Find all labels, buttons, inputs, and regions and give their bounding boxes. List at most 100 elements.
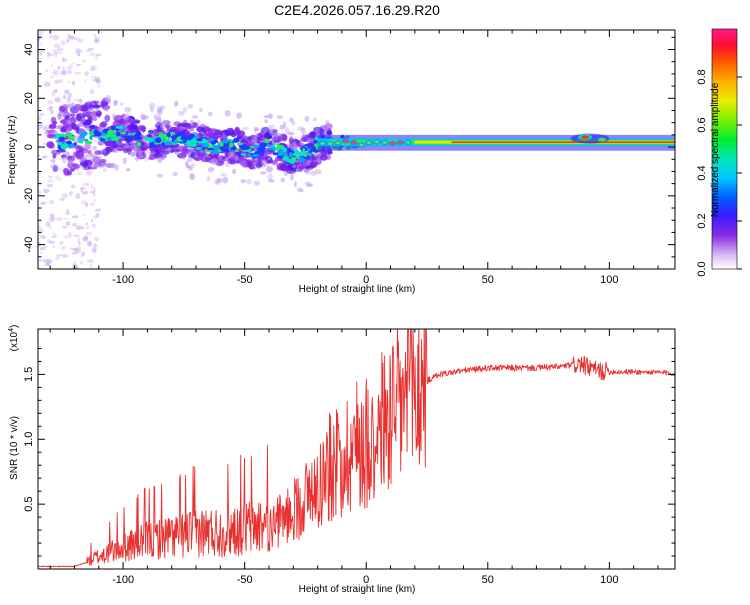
spectrogram-peak	[55, 133, 62, 138]
spectrogram-haze	[156, 117, 162, 124]
spectrogram-peak	[196, 138, 203, 142]
spectrogram-haze	[194, 115, 199, 119]
spectrogram-speckle	[49, 159, 56, 163]
spectrogram-speckle	[58, 51, 63, 55]
spectrogram-haze	[177, 110, 185, 117]
spectrogram-haze	[67, 165, 75, 169]
spectrogram-peak	[115, 125, 124, 129]
spectrogram-haze	[286, 143, 293, 147]
spectrogram-haze	[267, 179, 275, 183]
spectrogram-speckle	[61, 69, 67, 76]
spectrogram-cluster	[271, 161, 278, 166]
spectrogram-haze	[253, 126, 258, 133]
spectrogram-speckle	[61, 245, 66, 250]
spectrogram-peak	[150, 142, 155, 148]
snr-ytick-label: 1.0	[23, 432, 35, 447]
spectrogram-bead-core	[397, 140, 403, 144]
spectrogram-peak	[164, 138, 169, 142]
spectrogram-speckle	[90, 184, 93, 189]
spectrogram-speckle	[92, 139, 98, 142]
spectrogram-peak	[251, 153, 260, 158]
spectrogram-haze	[105, 95, 112, 102]
spectrogram-cluster	[74, 144, 81, 150]
spectrogram-cluster	[302, 135, 312, 143]
spectrogram-speckle	[72, 81, 76, 86]
spectrogram-speckle	[74, 172, 77, 175]
colorbar-tick-label: 0.6	[696, 117, 708, 132]
spectrogram-speckle	[86, 226, 90, 230]
spectrogram-speckle	[97, 85, 101, 88]
spectrogram-cluster	[67, 155, 76, 162]
spectrogram-speckle	[45, 69, 49, 72]
spectrogram-cluster	[202, 152, 209, 157]
spectrogram-haze	[78, 158, 86, 163]
spectrogram-haze	[112, 113, 116, 121]
spectrogram-cluster	[255, 163, 263, 168]
spectrogram-cluster	[269, 139, 276, 147]
spectrogram-speckle	[92, 223, 96, 228]
spectrogram-ytick-label: 20	[23, 92, 35, 104]
spectrogram-haze	[178, 126, 184, 131]
spectrogram-speckle	[40, 50, 47, 53]
spectrogram-haze	[164, 148, 172, 152]
spectrogram-haze	[304, 115, 310, 122]
spectrogram-speckle	[84, 71, 89, 77]
snr-xtick-label: 0	[363, 574, 369, 586]
spectrogram-cluster	[88, 104, 95, 111]
spectrogram-bead-core	[374, 140, 380, 144]
spectrogram-haze	[207, 166, 215, 173]
spectrogram-peak	[209, 137, 215, 142]
spectrogram-speckle	[55, 256, 60, 261]
spectrogram-haze	[232, 168, 237, 175]
spectrogram-haze	[208, 111, 213, 117]
spectrogram-speckle	[61, 193, 68, 199]
spectrogram-cluster	[190, 151, 196, 158]
spectrogram-speckle	[72, 215, 79, 219]
spectrogram-cluster	[256, 132, 262, 137]
spectrogram-speckle	[80, 200, 87, 205]
spectrogram-speckle	[83, 213, 86, 217]
spectrogram-speckle	[62, 56, 65, 63]
spectrogram-haze	[317, 156, 321, 163]
spectrogram-haze	[306, 183, 313, 187]
spectrogram-speckle	[71, 184, 76, 189]
spectrogram-xtick-label: -50	[237, 274, 253, 286]
spectrogram-haze	[124, 142, 129, 149]
spectrogram-speckle	[45, 221, 51, 227]
spectrogram-haze	[264, 119, 268, 124]
spectrogram-speckle	[93, 186, 96, 193]
spectrogram-peak	[167, 136, 171, 140]
spectrogram-speckle	[84, 79, 87, 84]
spectrogram-haze	[157, 156, 163, 164]
spectrogram-speckle	[38, 259, 45, 262]
spectrogram-cluster	[104, 146, 112, 154]
spectrogram-speckle	[43, 125, 50, 131]
spectrogram-speckle	[65, 209, 70, 215]
snr-multiplier-base: (x10	[9, 331, 20, 351]
spectrogram-speckle	[94, 56, 99, 60]
spectrogram-haze	[186, 158, 193, 162]
spectrogram-speckle	[92, 199, 97, 202]
spectrogram-speckle	[85, 173, 92, 177]
spectrogram-speckle	[54, 51, 58, 58]
spectrogram-peak	[206, 148, 215, 151]
spectrogram-speckle	[92, 215, 98, 220]
spectrogram-speckle	[63, 235, 70, 239]
spectrogram-speckle	[57, 47, 64, 52]
spectrogram-peak	[68, 135, 75, 141]
spectrogram-peak	[222, 147, 230, 153]
spectrogram-speckle	[38, 30, 44, 35]
spectrogram-cluster	[133, 124, 139, 131]
spectrogram-xlabel: Height of straight line (km)	[299, 284, 416, 295]
spectrogram-cluster	[78, 146, 83, 155]
spectrogram-cluster	[99, 122, 107, 128]
spectrogram-speckle	[68, 232, 72, 238]
spectrogram-haze	[324, 125, 330, 132]
spectrogram-speckle	[74, 266, 79, 269]
spectrogram-haze	[305, 168, 312, 175]
spectrogram-cluster	[326, 154, 332, 160]
spectrogram-haze	[62, 155, 68, 159]
spectrogram-haze	[135, 156, 139, 162]
spectrogram-cluster	[75, 152, 82, 160]
spectrogram-peak	[155, 137, 162, 143]
